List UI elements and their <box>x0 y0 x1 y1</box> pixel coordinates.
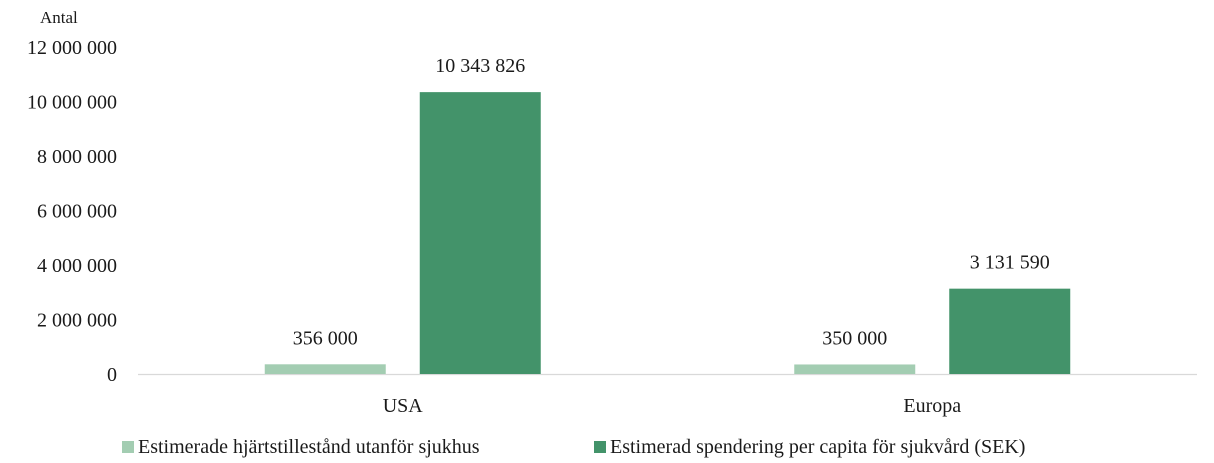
y-tick-label: 0 <box>107 364 117 386</box>
data-label: 356 000 <box>293 327 358 349</box>
y-axis-label: Antal <box>40 8 78 27</box>
y-tick-label: 4 000 000 <box>37 255 117 277</box>
x-category-label: USA <box>383 395 424 417</box>
bar <box>419 92 541 375</box>
data-label: 350 000 <box>822 327 887 349</box>
bar <box>794 364 916 374</box>
data-label: 3 131 590 <box>970 252 1050 274</box>
bar <box>949 288 1071 374</box>
legend-label: Estimerade hjärtstillestånd utanför sjuk… <box>138 436 480 458</box>
y-tick-label: 8 000 000 <box>37 146 117 168</box>
legend-swatch <box>594 441 606 453</box>
legend-label: Estimerad spendering per capita för sjuk… <box>610 436 1025 458</box>
legend: Estimerade hjärtstillestånd utanför sjuk… <box>122 436 1025 458</box>
y-tick-label: 10 000 000 <box>27 92 117 114</box>
x-category-label: Europa <box>903 395 961 417</box>
x-axis-categories: USA Europa <box>383 395 962 417</box>
data-label: 10 343 826 <box>435 55 525 77</box>
y-tick-label: 6 000 000 <box>37 201 117 223</box>
y-tick-label: 12 000 000 <box>27 37 117 59</box>
data-labels: 356 000 10 343 826 350 000 3 131 590 <box>293 55 1050 349</box>
legend-swatch <box>122 441 134 453</box>
bars <box>264 92 1071 375</box>
y-tick-label: 2 000 000 <box>37 310 117 332</box>
bar <box>264 364 386 374</box>
y-axis-ticks: 0 2 000 000 4 000 000 6 000 000 8 000 000 10 … <box>27 37 117 386</box>
